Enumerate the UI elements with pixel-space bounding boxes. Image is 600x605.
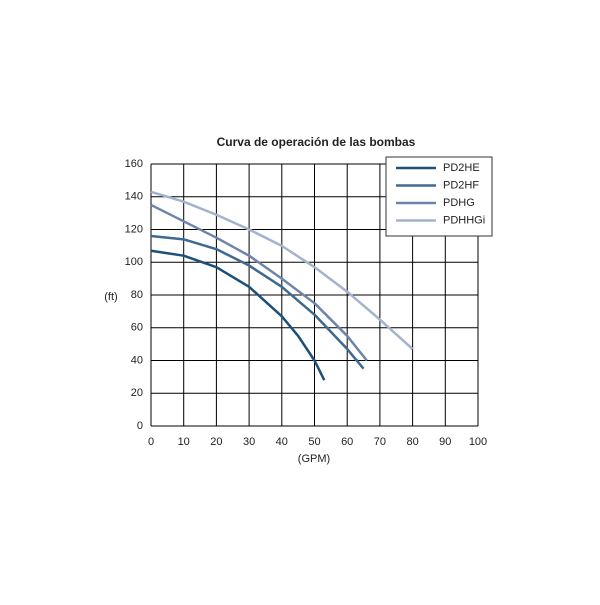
x-tick-label: 60 (341, 436, 353, 448)
y-tick-label: 60 (131, 322, 143, 334)
legend-box (385, 156, 493, 237)
x-tick-label: 100 (469, 436, 487, 448)
y-tick-label: 80 (131, 289, 143, 301)
data-line (150, 190, 414, 350)
x-tick-label: 20 (210, 436, 222, 448)
x-tick-label: 0 (148, 436, 154, 448)
y-tick-label: 40 (131, 354, 143, 366)
x-tick-label: 50 (308, 436, 320, 448)
y-tick-label: 120 (125, 223, 143, 235)
y-tick-label: 140 (125, 191, 143, 203)
data-line (150, 234, 365, 370)
legend-label: PD2HF (443, 179, 479, 191)
data-line (150, 249, 326, 381)
legend-label: PDHHGi (443, 214, 485, 226)
x-axis-label: (GPM) (298, 453, 330, 465)
y-tick-label: 160 (125, 158, 143, 170)
x-tick-label: 90 (439, 436, 451, 448)
data-line (150, 203, 368, 362)
y-tick-label: 20 (131, 387, 143, 399)
y-tick-label: 0 (137, 420, 143, 432)
x-tick-label: 40 (276, 436, 288, 448)
x-tick-label: 30 (243, 436, 255, 448)
x-tick-label: 80 (406, 436, 418, 448)
y-axis-label: (ft) (104, 291, 117, 303)
chart-title: Curva de operación de las bombas (217, 135, 416, 149)
y-tick-label: 100 (125, 256, 143, 268)
x-tick-label: 70 (374, 436, 386, 448)
legend-label: PDHG (443, 197, 475, 209)
x-tick-label: 10 (178, 436, 190, 448)
legend-label: PD2HE (443, 162, 480, 174)
